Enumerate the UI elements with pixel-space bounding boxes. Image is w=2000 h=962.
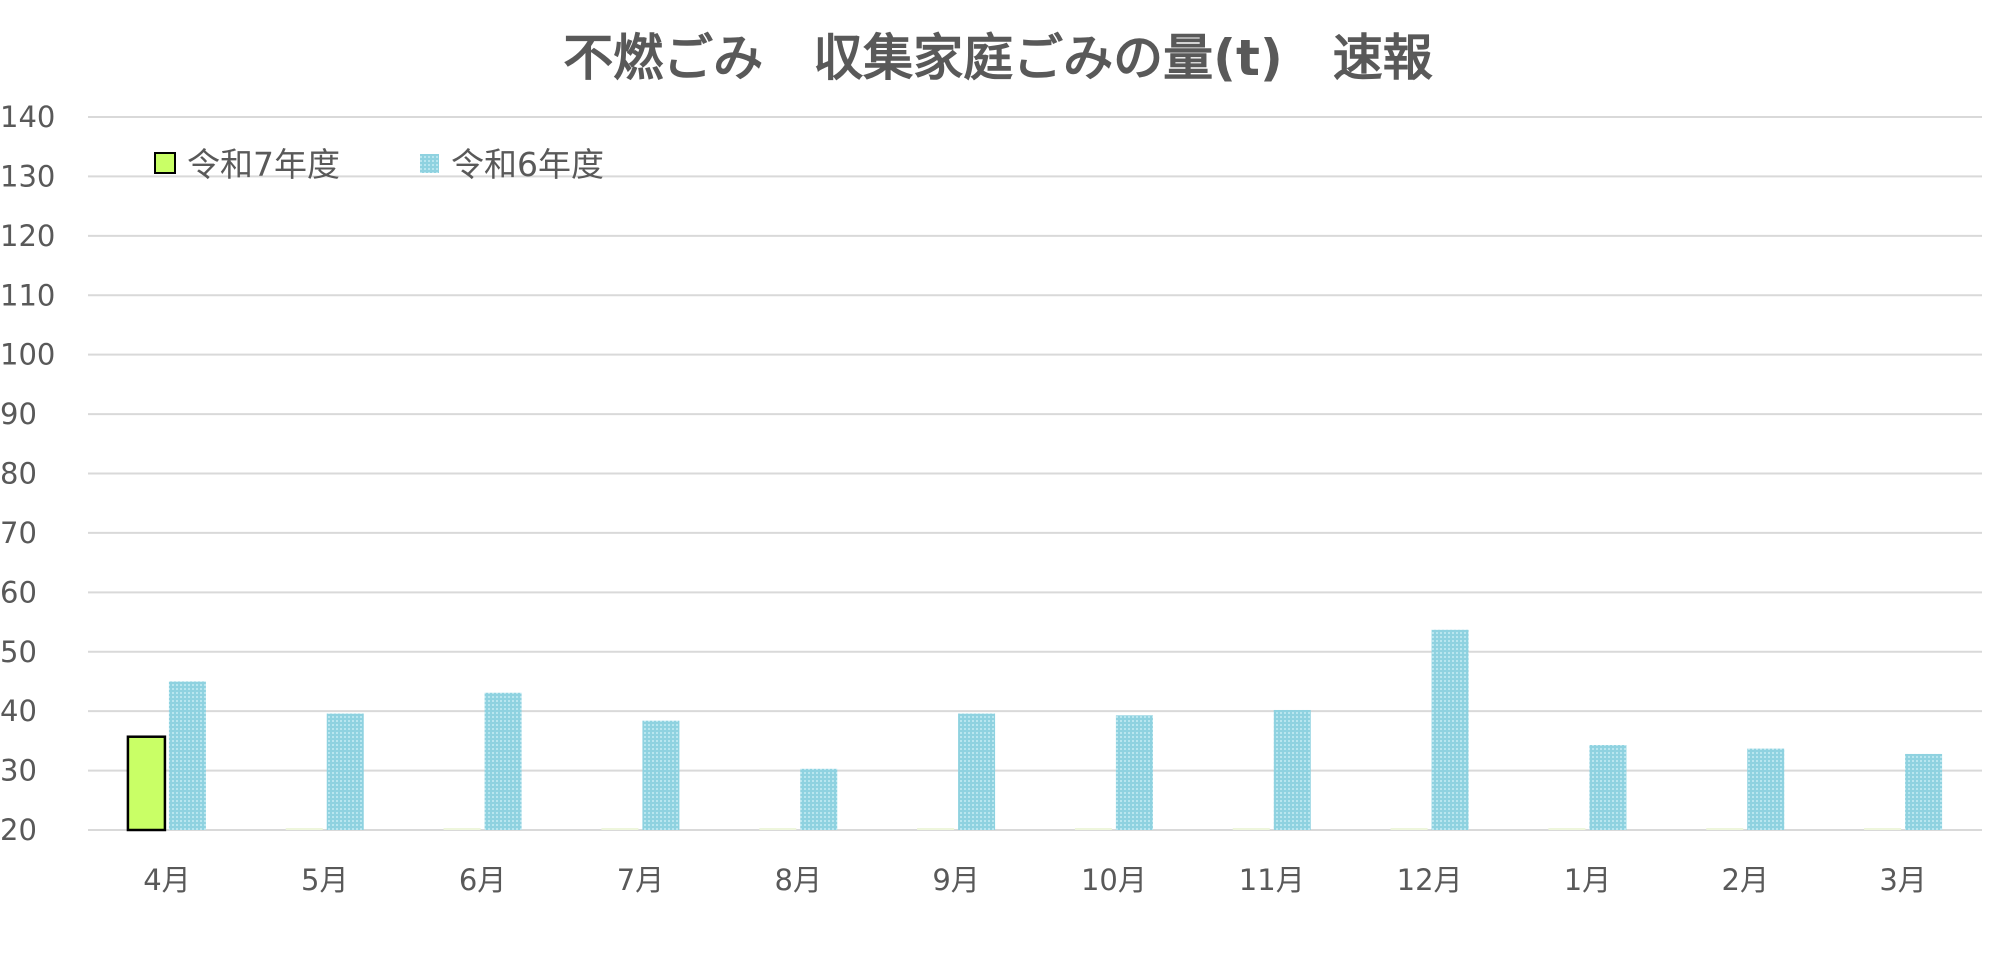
bar-reiwa7-empty [443, 828, 481, 830]
bar-reiwa6 [642, 720, 680, 830]
bar-reiwa7-empty [1548, 828, 1586, 830]
bar-reiwa6 [800, 768, 838, 830]
bar-reiwa7-empty [917, 828, 955, 830]
x-tick-label: 10月 [1081, 863, 1147, 897]
y-tick-label: 30 [0, 754, 37, 788]
y-tick-label: 140 [0, 100, 55, 134]
y-tick-label: 20 [0, 813, 37, 847]
bar-reiwa7-empty [601, 828, 639, 830]
bar-reiwa7-empty [759, 828, 797, 830]
legend: 令和7年度 令和6年度 [154, 145, 604, 184]
chart-title: 不燃ごみ 収集家庭ごみの量(t) 速報 [563, 29, 1433, 87]
x-tick-label: 1月 [1564, 863, 1611, 897]
bar-reiwa7-empty [1232, 828, 1270, 830]
x-tick-label: 8月 [775, 863, 822, 897]
y-tick-label: 70 [0, 516, 37, 550]
x-tick-label: 11月 [1239, 863, 1305, 897]
x-tick-label: 5月 [301, 863, 348, 897]
bar-reiwa7 [126, 735, 167, 832]
y-tick-label: 90 [0, 397, 37, 431]
y-tick-label: 60 [0, 575, 37, 609]
bar-reiwa7-empty [1706, 828, 1744, 830]
bar-reiwa6 [484, 692, 522, 830]
y-axis-ticks: 20 30 40 50 60 70 80 90 100 110 120 130 140 [0, 100, 55, 847]
bars [126, 629, 1943, 832]
y-tick-label: 50 [0, 635, 37, 669]
gridlines [88, 116, 1982, 831]
bar-reiwa6 [326, 713, 364, 830]
legend-label-reiwa6: 令和6年度 [451, 145, 604, 184]
bar-reiwa6 [1115, 715, 1153, 830]
bar-reiwa7-empty [1390, 828, 1428, 830]
x-tick-label: 6月 [459, 863, 506, 897]
x-tick-label: 9月 [932, 863, 979, 897]
y-tick-label: 110 [0, 278, 55, 312]
legend-label-reiwa7: 令和7年度 [187, 145, 340, 184]
bar-reiwa6 [1273, 709, 1311, 830]
legend-swatch-reiwa7 [154, 152, 176, 174]
x-tick-label: 4月 [143, 863, 190, 897]
x-tick-label: 12月 [1397, 863, 1463, 897]
y-tick-label: 40 [0, 694, 37, 728]
legend-swatch-reiwa6 [420, 154, 439, 173]
x-tick-label: 7月 [617, 863, 664, 897]
bar-reiwa6 [1747, 748, 1785, 830]
bar-reiwa7-empty [1074, 828, 1112, 830]
y-tick-label: 100 [0, 338, 55, 372]
y-tick-label: 120 [0, 219, 55, 253]
x-tick-label: 3月 [1879, 863, 1926, 897]
bar-reiwa6 [168, 681, 206, 830]
bar-reiwa6 [1905, 753, 1943, 830]
y-tick-label: 80 [0, 457, 37, 491]
bar-reiwa6 [958, 713, 996, 830]
bar-reiwa7-empty [285, 828, 323, 830]
bar-reiwa7-empty [1864, 828, 1902, 830]
x-axis-ticks: 4月 5月 6月 7月 8月 9月 10月 11月 12月 1月 2月 3月 [143, 863, 1927, 897]
y-tick-label: 130 [0, 159, 55, 193]
bar-reiwa6 [1589, 745, 1627, 830]
x-tick-label: 2月 [1722, 863, 1769, 897]
bar-reiwa6 [1431, 629, 1469, 830]
